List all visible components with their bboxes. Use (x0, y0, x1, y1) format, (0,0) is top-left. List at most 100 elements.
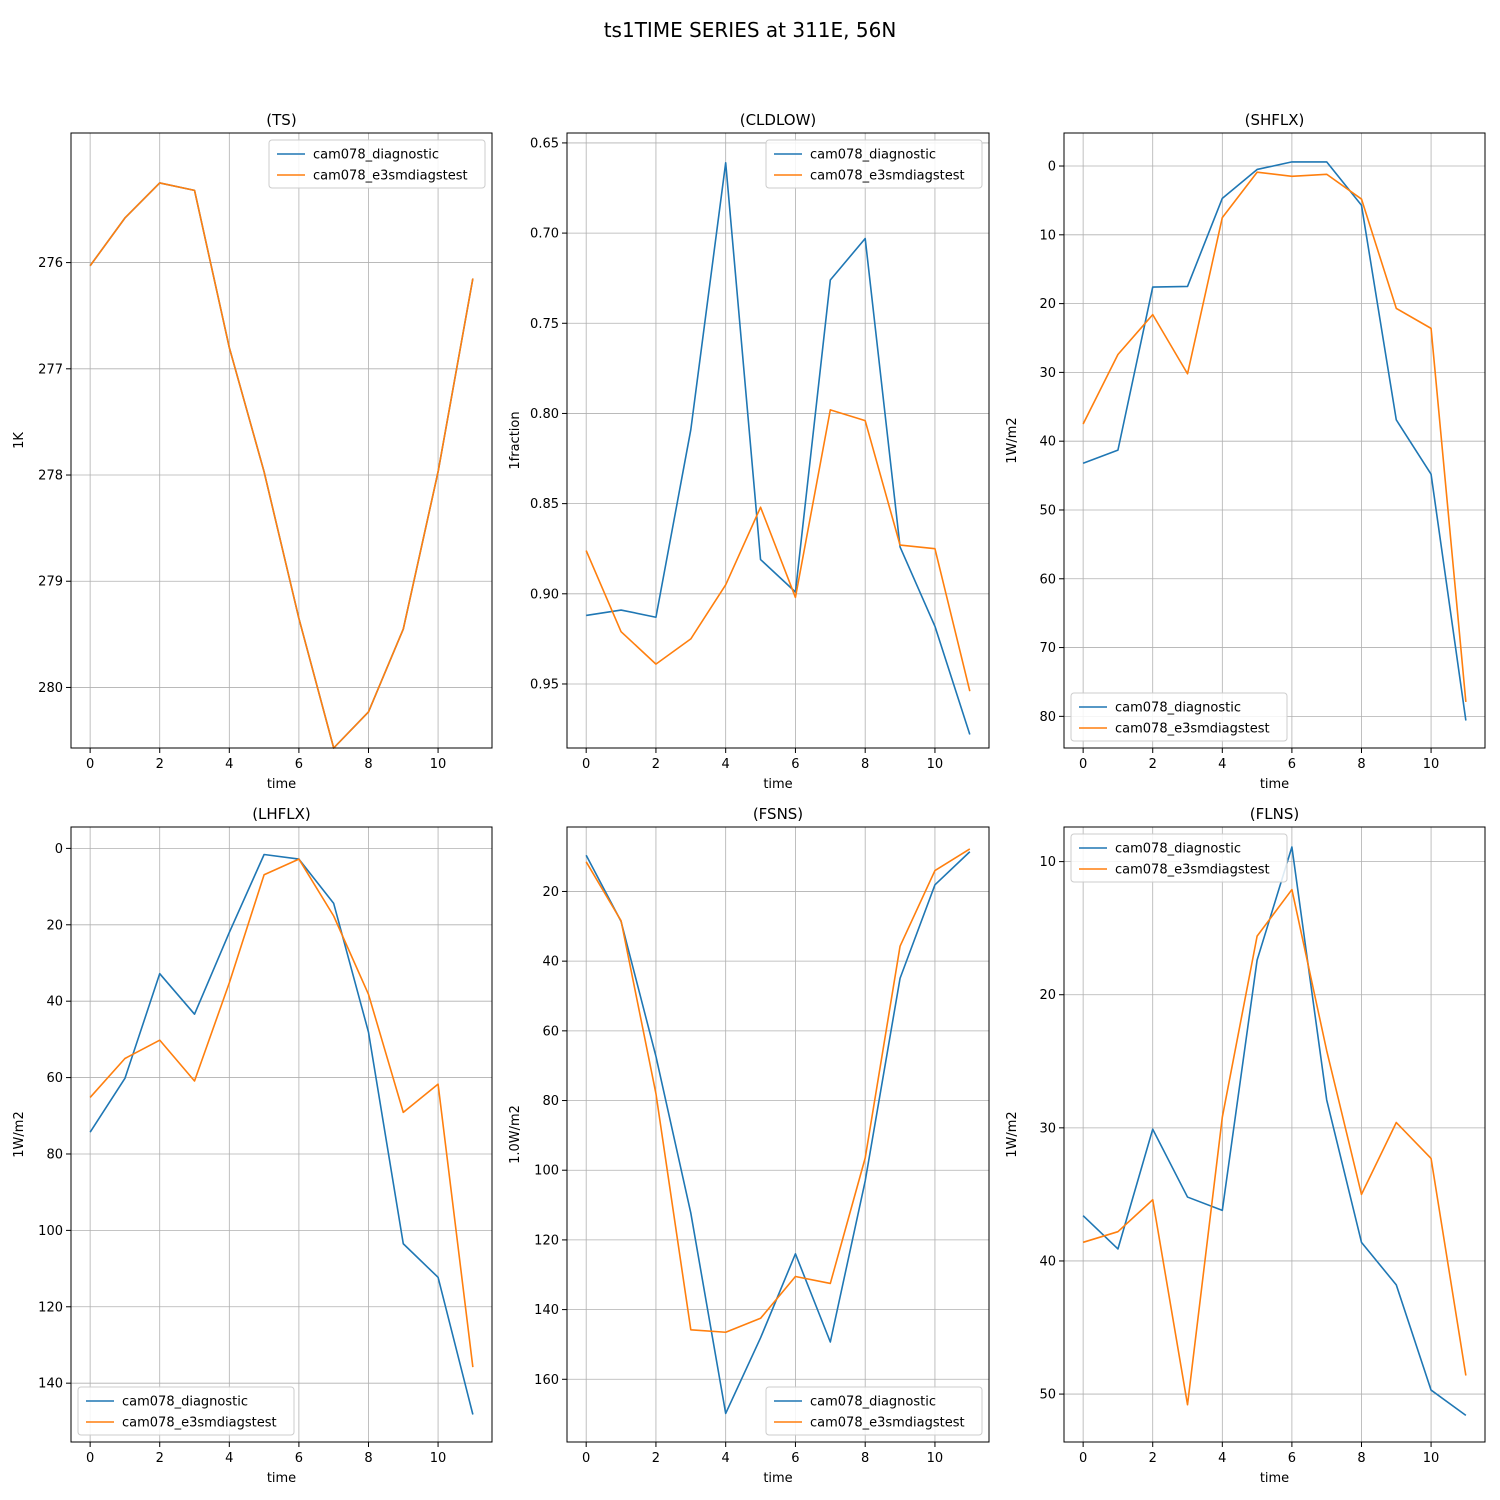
x-tick-label: 6 (791, 757, 799, 772)
y-tick-label: 160 (534, 1373, 559, 1388)
y-tick-label: 279 (38, 575, 63, 590)
x-tick-label: 2 (652, 1451, 660, 1466)
axes-frame (566, 826, 990, 1443)
y-tick-label: 60 (46, 1071, 63, 1086)
y-tick-label: 140 (534, 1303, 559, 1318)
subplot-2: 0 2 4 6 8 10 0.65 0.70 0.75 0.80 0.85 0.90 0.95 (CLDL… (508, 111, 990, 792)
y-tick-label: 0.70 (530, 227, 559, 242)
x-tick-label: 10 (430, 757, 447, 772)
x-tick-label: 8 (364, 757, 372, 772)
legend-entry: cam078_diagnostic (1115, 842, 1241, 857)
x-tick-label: 2 (652, 757, 660, 772)
y-tick-label: 50 (1039, 503, 1056, 518)
legend-box (1070, 692, 1288, 742)
y-tick-label: 70 (1039, 641, 1056, 656)
x-tick-label: 10 (1423, 1451, 1440, 1466)
series-line-diagnostic (1082, 161, 1467, 721)
axes-frame (1063, 132, 1486, 749)
legend-entry: cam078_e3smdiagstest (122, 1416, 277, 1431)
series-line-diagnostic (89, 853, 474, 1415)
legend-box (765, 139, 983, 189)
subplot-title: (TS) (266, 111, 296, 129)
x-tick-label: 0 (86, 1451, 94, 1466)
y-tick-label: 40 (1039, 1254, 1056, 1269)
subplot-title: (FSNS) (753, 805, 803, 823)
axes-frame (566, 132, 990, 749)
legend: cam078_diagnostic cam078_e3smdiagstest (268, 139, 486, 189)
y-axis-label: 1W/m2 (1005, 417, 1020, 463)
y-tick-label: 60 (1039, 572, 1056, 587)
y-tick-label: 100 (38, 1224, 63, 1239)
y-tick-label: 10 (1039, 855, 1056, 870)
subplot-title: (FLNS) (1250, 805, 1299, 823)
y-tick-label: 80 (46, 1147, 63, 1162)
y-tick-label: 0 (55, 842, 63, 857)
y-tick-label: 20 (1039, 988, 1056, 1003)
x-tick-label: 0 (1079, 1451, 1087, 1466)
legend-entry: cam078_e3smdiagstest (810, 1416, 965, 1431)
legend-entry: cam078_diagnostic (810, 148, 936, 163)
x-axis-label: time (267, 1471, 296, 1486)
x-tick-label: 4 (225, 1451, 233, 1466)
series-line-e3smdiagstest (89, 182, 474, 749)
x-tick-label: 8 (1357, 1451, 1365, 1466)
x-tick-label: 0 (86, 757, 94, 772)
y-tick-label: 0.90 (530, 587, 559, 602)
x-tick-label: 6 (1288, 1451, 1296, 1466)
legend-entry: cam078_diagnostic (313, 148, 439, 163)
y-tick-label: 80 (1039, 710, 1056, 725)
figure-suptitle: ts1TIME SERIES at 311E, 56N (604, 18, 897, 42)
x-tick-label: 0 (582, 757, 590, 772)
legend-entry: cam078_e3smdiagstest (1115, 863, 1270, 878)
x-tick-label: 6 (295, 1451, 303, 1466)
legend: cam078_diagnostic cam078_e3smdiagstest (1070, 692, 1288, 742)
x-tick-label: 6 (1288, 757, 1296, 772)
y-tick-label: 50 (1039, 1388, 1056, 1403)
axes-frame (70, 826, 493, 1443)
y-axis-label: 1.0W/m2 (508, 1105, 523, 1164)
x-tick-label: 0 (582, 1451, 590, 1466)
legend: cam078_diagnostic cam078_e3smdiagstest (1070, 833, 1288, 883)
y-tick-label: 0.95 (530, 677, 559, 692)
y-axis-label: 1W/m2 (1005, 1111, 1020, 1157)
y-tick-label: 0.85 (530, 497, 559, 512)
legend-box (1070, 833, 1288, 883)
y-tick-label: 20 (46, 918, 63, 933)
y-tick-label: 20 (542, 885, 559, 900)
y-tick-label: 40 (1039, 435, 1056, 450)
x-axis-label: time (1260, 777, 1289, 792)
series-line-e3smdiagstest (585, 409, 971, 692)
x-tick-label: 4 (722, 1451, 730, 1466)
x-tick-label: 8 (364, 1451, 372, 1466)
subplot-1: 0 2 4 6 8 10 276 277 278 279 280 (TS) time 1K cam078_d… (12, 111, 493, 792)
y-tick-label: 276 (38, 256, 63, 271)
legend-box (268, 139, 486, 189)
y-tick-label: 10 (1039, 228, 1056, 243)
legend: cam078_diagnostic cam078_e3smdiagstest (765, 1386, 983, 1436)
x-tick-label: 6 (791, 1451, 799, 1466)
legend-entry: cam078_diagnostic (1115, 701, 1241, 716)
y-tick-label: 80 (542, 1094, 559, 1109)
y-axis-label: 1W/m2 (12, 1111, 27, 1157)
series-line-diagnostic (586, 161, 971, 735)
x-tick-label: 8 (861, 757, 869, 772)
series-line-e3smdiagstest (89, 858, 474, 1368)
x-tick-label: 10 (1423, 757, 1440, 772)
series-line-e3smdiagstest (585, 848, 971, 1334)
legend-entry: cam078_e3smdiagstest (1115, 722, 1270, 737)
x-tick-label: 4 (722, 757, 730, 772)
subplot-title: (SHFLX) (1245, 111, 1305, 129)
x-tick-label: 2 (1149, 1451, 1157, 1466)
y-tick-label: 120 (534, 1233, 559, 1248)
x-axis-label: time (267, 777, 296, 792)
subplot-title: (LHFLX) (252, 805, 311, 823)
series-line-diagnostic (1082, 846, 1467, 1417)
x-axis-label: time (763, 777, 792, 792)
y-tick-label: 0.65 (530, 136, 559, 151)
subplot-5: 0 2 4 6 8 10 20 40 60 80 100 120 140 160 (FSNS) time 1.0… (508, 805, 990, 1486)
y-axis-label: 1K (12, 432, 27, 449)
subplot-3: 0 2 4 6 8 10 0 10 20 30 40 50 60 70 80 (SHFLX) time 1W/m2… (1005, 111, 1486, 792)
legend-box (765, 1386, 983, 1436)
